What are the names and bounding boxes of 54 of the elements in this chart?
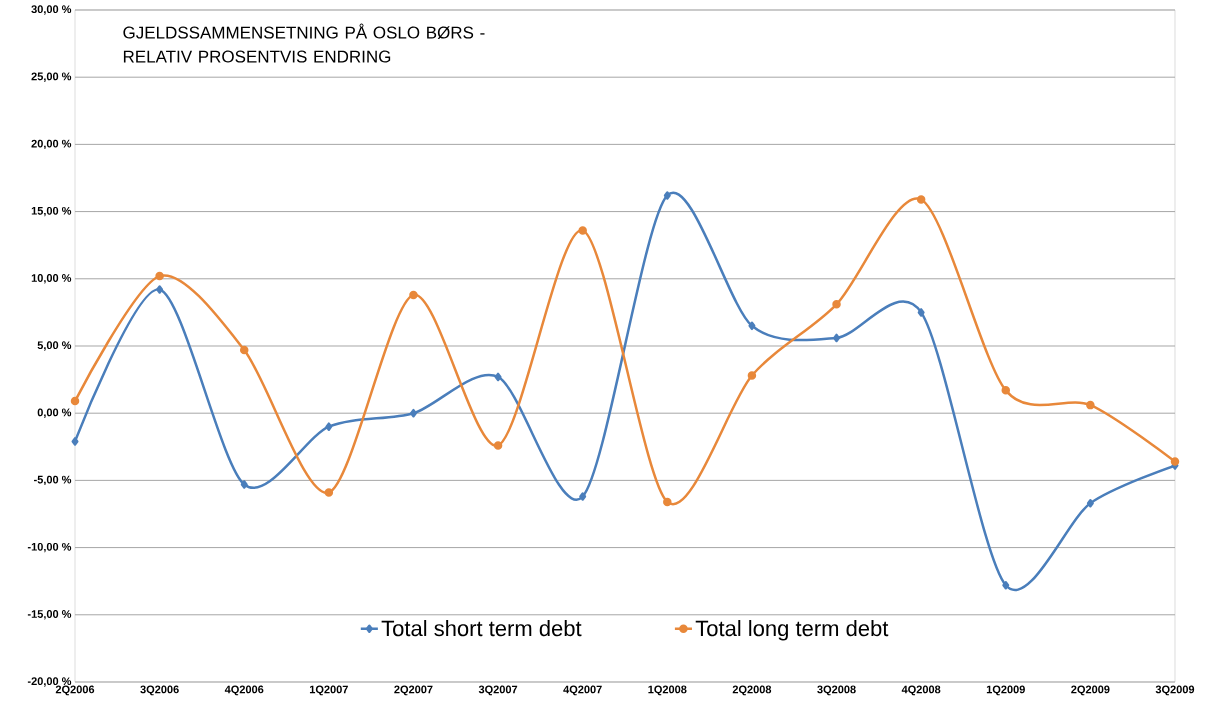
legend-label: Total long term debt: [695, 620, 889, 641]
point: [747, 371, 757, 380]
point: [324, 488, 334, 497]
point: [156, 285, 164, 294]
point: [494, 372, 502, 382]
point: [663, 191, 671, 200]
x-tick-label: 2Q2008: [732, 685, 772, 696]
x-tick-label: 1Q2009: [986, 685, 1025, 696]
legend-label: Total short term debt: [381, 620, 582, 637]
y-tick-label: 15,00 %: [31, 206, 72, 217]
y-tick-label: 30,00 %: [31, 5, 72, 15]
point: [832, 300, 841, 309]
point: [1002, 580, 1010, 590]
y-tick-label: -5,00 %: [33, 475, 72, 486]
point: [409, 290, 418, 300]
x-tick-label: 3Q2007: [478, 685, 518, 696]
x-tick-label: 3Q2008: [817, 685, 856, 696]
point: [833, 333, 841, 343]
x-tick-label: 1Q2007: [309, 685, 348, 696]
x-tick-label: 2Q2007: [394, 685, 433, 696]
x-tick-label: 4Q2008: [901, 685, 941, 696]
point: [917, 308, 925, 317]
y-tick-label: -15,00 %: [27, 610, 72, 620]
point: [155, 271, 164, 281]
y-tick-label: 25,00 %: [31, 72, 72, 82]
point: [409, 408, 417, 418]
point: [239, 345, 249, 355]
point: [70, 396, 80, 406]
x-tick-label: 2Q2009: [1071, 685, 1110, 696]
point: [1086, 400, 1095, 410]
x-tick-label: 1Q2008: [648, 685, 687, 696]
x-tick-label: 4Q2007: [563, 685, 602, 696]
point: [1086, 498, 1094, 508]
x-tick-label: 3Q2009: [1155, 685, 1195, 696]
point: [71, 437, 79, 446]
y-tick-label: -10,00 %: [27, 542, 72, 553]
x-tick-label: 3Q2006: [140, 685, 179, 696]
point: [748, 321, 756, 331]
y-tick-label: 10,00 %: [31, 274, 72, 284]
point: [325, 422, 333, 431]
point: [916, 195, 926, 204]
y-tick-label: 5,00 %: [37, 341, 72, 351]
point: [663, 497, 672, 507]
point: [1170, 457, 1180, 466]
text: GJELDSSAMMENSETNING PÅ OSLO BØRS - RELATIV PROSENTVIS ENDRING: [123, 23, 485, 63]
point: [579, 492, 587, 501]
point: [240, 480, 248, 489]
x-tick-label: 2Q2006: [55, 685, 95, 696]
point: [1001, 386, 1011, 395]
point: [578, 226, 587, 235]
x-tick-label: 4Q2006: [224, 685, 264, 696]
y-tick-label: 0,00 %: [37, 408, 72, 418]
point: [493, 441, 503, 450]
y-tick-label: 20,00 %: [31, 139, 72, 150]
